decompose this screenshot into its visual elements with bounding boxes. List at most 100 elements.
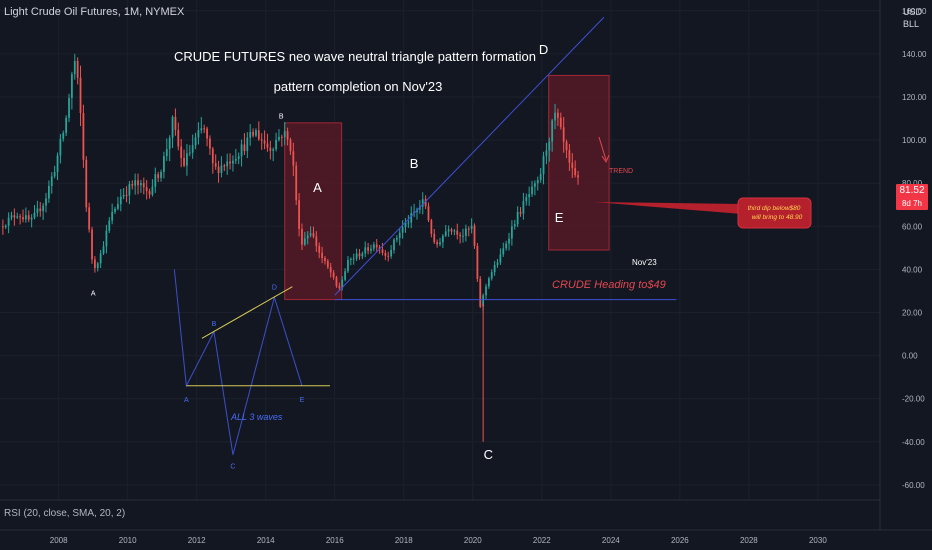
y-tick-label: 20.00 <box>902 309 923 318</box>
candle-body <box>111 211 114 221</box>
candle-body <box>99 253 102 264</box>
candle-body <box>551 120 554 142</box>
candle-body <box>165 148 168 157</box>
candle-body <box>539 174 542 180</box>
candle-body <box>76 61 79 78</box>
x-tick-label: 2016 <box>326 536 344 545</box>
schematic-zigzag <box>173 269 303 455</box>
schematic-caption: ALL 3 waves <box>230 412 283 422</box>
candle-body <box>36 208 39 213</box>
candle-body <box>56 155 59 173</box>
candle-body <box>171 116 174 138</box>
x-tick-label: 2014 <box>257 536 275 545</box>
candle-body <box>456 230 459 235</box>
candle-body <box>321 252 323 259</box>
wave-label: B <box>279 114 284 121</box>
candle-body <box>562 127 565 142</box>
candle-body <box>209 138 211 149</box>
candle-body <box>62 132 65 139</box>
candle-body <box>470 225 473 229</box>
candle-body <box>393 239 395 250</box>
candle-body <box>381 249 384 253</box>
candle-body <box>160 171 162 179</box>
candle-body <box>234 159 237 161</box>
candle-body <box>410 213 413 223</box>
candle-body <box>272 149 275 151</box>
candle-body <box>367 247 369 251</box>
candle-body <box>424 199 427 207</box>
candle-body <box>444 231 447 236</box>
candle-body <box>375 244 378 248</box>
candle-body <box>211 148 214 164</box>
candle-body <box>47 185 50 199</box>
wave-label: D <box>539 42 548 57</box>
candle-body <box>174 116 177 130</box>
y-tick-label: 140.00 <box>902 50 927 59</box>
candle-body <box>217 166 220 173</box>
schematic-point-label: D <box>272 284 277 291</box>
candle-body <box>372 244 375 249</box>
candle-body <box>436 242 439 245</box>
y-tick-label: -20.00 <box>902 395 925 404</box>
candle-body <box>355 253 358 259</box>
candle-body <box>71 74 73 99</box>
candle-body <box>289 139 292 152</box>
candle-body <box>387 255 390 257</box>
candle-body <box>326 261 329 268</box>
candle-body <box>117 204 119 209</box>
candle-body <box>295 165 298 201</box>
x-tick-label: 2020 <box>464 536 482 545</box>
candle-body <box>324 258 326 262</box>
candle-body <box>85 159 88 208</box>
candle-body <box>335 277 338 286</box>
y-tick-label: 0.00 <box>902 352 918 361</box>
wave-labels: A B A B C D E <box>91 42 564 462</box>
candle-body <box>131 184 134 186</box>
candle-body <box>151 186 154 195</box>
candle-body <box>361 253 364 257</box>
candle-body <box>490 272 493 279</box>
wave-label: B <box>410 156 419 171</box>
candle-body <box>341 279 344 288</box>
callout-line2: will bring to 48.90 <box>752 214 803 221</box>
candle-body <box>522 201 525 214</box>
candle-body <box>134 180 137 186</box>
candle-body <box>439 242 441 245</box>
x-tick-label: 2018 <box>395 536 413 545</box>
candle-body <box>502 248 505 255</box>
candle-body <box>286 131 289 140</box>
candle-body <box>39 208 42 212</box>
symbol-title[interactable]: Light Crude Oil Futures, 1M, NYMEX <box>4 6 185 18</box>
candle-body <box>496 262 499 266</box>
candle-body <box>4 225 7 228</box>
candle-body <box>364 247 367 254</box>
candle-body <box>298 200 300 229</box>
candle-body <box>269 147 272 151</box>
candle-body <box>122 194 125 197</box>
candle-body <box>260 139 263 141</box>
candle-body <box>197 130 200 138</box>
candle-body <box>252 131 254 136</box>
candle-body <box>119 196 122 205</box>
candle-body <box>91 229 93 260</box>
rsi-indicator-label[interactable]: RSI (20, close, SMA, 20, 2) <box>4 508 126 519</box>
candle-body <box>223 165 226 167</box>
candle-body <box>508 238 510 244</box>
candle-body <box>200 128 203 131</box>
candle-body <box>516 212 519 225</box>
candle-body <box>407 222 410 224</box>
currency-unit[interactable]: USD BLL <box>903 6 922 30</box>
candle-body <box>528 194 531 198</box>
x-axis-ticks: 2008 2010 2012 2014 2016 2018 2020 2022 2024 2026… <box>50 536 828 545</box>
callout-box <box>737 197 812 229</box>
candle-body <box>473 225 476 246</box>
candle-body <box>487 278 490 287</box>
candle-body <box>453 230 456 232</box>
candle-body <box>459 234 462 237</box>
candle-body <box>559 117 562 128</box>
candle-body <box>401 227 404 233</box>
x-tick-label: 2010 <box>119 536 137 545</box>
candle-body <box>188 152 191 154</box>
candle-body <box>1 226 4 228</box>
